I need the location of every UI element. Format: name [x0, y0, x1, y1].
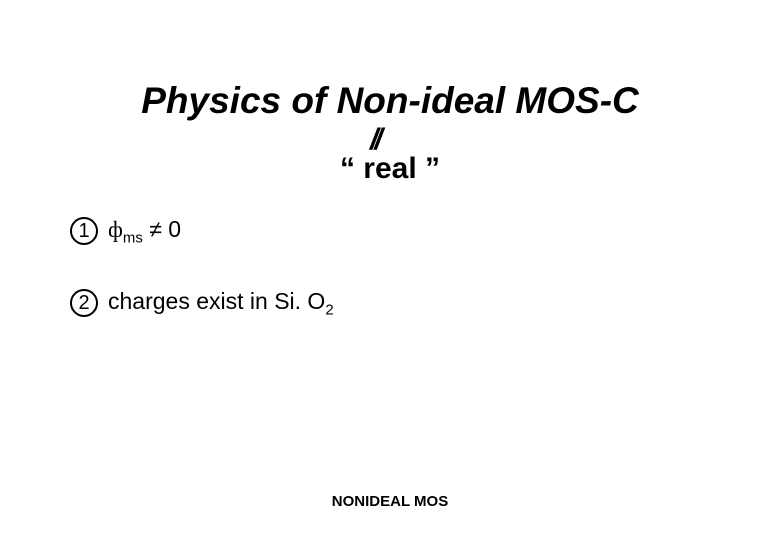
neq-symbol: ≠ [143, 216, 168, 242]
phi-symbol: ф [108, 217, 123, 242]
subtitle-word: real [355, 152, 425, 185]
open-quote: “ [340, 152, 355, 185]
item-1-text: фms ≠ 0 [108, 216, 181, 247]
slide-footer: NONIDEAL MOS [0, 493, 780, 510]
list-item-2: 2 charges exist in Si. O2 [70, 288, 334, 319]
item-2-text: charges exist in Si. O2 [108, 288, 334, 319]
list-item-1: 1 фms ≠ 0 [70, 216, 181, 247]
phi-subscript: ms [123, 230, 143, 247]
item-number-circle: 2 [70, 289, 98, 317]
item-2-text-main: charges exist in Si. O [108, 288, 325, 314]
slide-title: Physics of Non-ideal MOS-C [0, 80, 780, 122]
item-number-circle: 1 [70, 217, 98, 245]
zero-value: 0 [168, 216, 181, 242]
slide-subtitle: “ real ” [0, 152, 780, 186]
sio2-subscript: 2 [325, 302, 333, 319]
close-quote: ” [425, 152, 440, 185]
